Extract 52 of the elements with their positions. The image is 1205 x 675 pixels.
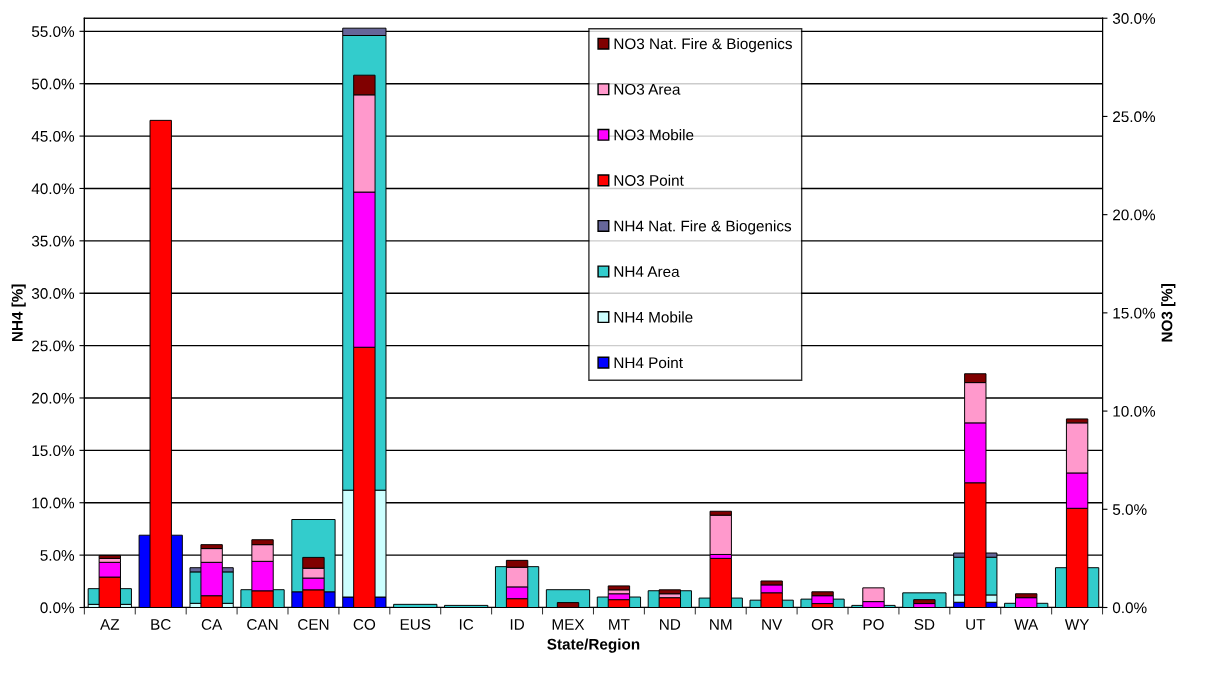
x-tick-label: NM bbox=[710, 619, 732, 630]
x-tick-label: IC bbox=[459, 619, 474, 630]
y-tick-label: 55.0% bbox=[31, 26, 75, 38]
y2-tick-label: 5.0% bbox=[1112, 504, 1147, 515]
x-tick-label: MEX bbox=[552, 619, 585, 630]
y-tick-label: 50.0% bbox=[31, 78, 75, 90]
y-axis-title: NH4 [%] bbox=[11, 284, 26, 342]
y-tick-label: 15.0% bbox=[32, 445, 75, 457]
x-tick-label: SD bbox=[914, 619, 935, 630]
legend-label: NH4 Nat. Fire & Biogenics bbox=[614, 220, 792, 235]
y2-tick-label: 10.0% bbox=[1113, 405, 1156, 417]
y-tick-label: 0.0% bbox=[40, 602, 75, 614]
legend-label: NH4 Area bbox=[614, 266, 680, 277]
x-tick-label: WA bbox=[1014, 619, 1039, 630]
x-tick-label: CAN bbox=[247, 619, 278, 630]
x-tick-label: CEN bbox=[298, 619, 329, 630]
x-tick-label: AZ bbox=[100, 619, 120, 630]
legend-label: NO3 Area bbox=[614, 83, 681, 95]
x-tick-label: CA bbox=[201, 619, 223, 630]
legend-label: NO3 Nat. Fire & Biogenics bbox=[614, 37, 792, 53]
y2-tick-label: 25.0% bbox=[1113, 111, 1156, 123]
y2-tick-label: 20.0% bbox=[1113, 209, 1156, 221]
y-tick-label: 40.0% bbox=[31, 183, 75, 195]
y-tick-label: 45.0% bbox=[31, 130, 75, 142]
bar bbox=[607, 585, 631, 591]
x-tick-label: NV bbox=[762, 619, 783, 630]
y-tick-label: 20.0% bbox=[32, 392, 75, 404]
legend-label: NO3 Mobile bbox=[614, 129, 694, 141]
y-tick-label: 25.0% bbox=[32, 340, 75, 352]
bar bbox=[913, 599, 936, 605]
y-tick-label: 10.0% bbox=[32, 497, 75, 509]
x-tick-label: PO bbox=[863, 619, 884, 630]
x-tick-label: CO bbox=[353, 619, 376, 630]
legend-label: NH4 Point bbox=[614, 356, 683, 369]
x-tick-label: EUS bbox=[400, 619, 431, 630]
x-tick-label: ID bbox=[510, 619, 524, 630]
y-tick-label: 35.0% bbox=[31, 235, 75, 247]
x-tick-label: MT bbox=[609, 619, 630, 630]
y-tick-label: 5.0% bbox=[40, 549, 75, 561]
legend-label: NH4 Mobile bbox=[614, 311, 693, 323]
y2-tick-label: 30.0% bbox=[1112, 13, 1156, 24]
x-tick-label: UT bbox=[966, 619, 986, 630]
y2-tick-label: 0.0% bbox=[1112, 602, 1147, 614]
legend-label: NO3 Point bbox=[614, 174, 684, 186]
y2-tick-label: 15.0% bbox=[1113, 307, 1156, 319]
y-tick-label: 30.0% bbox=[31, 288, 75, 299]
x-tick-label: BC bbox=[151, 619, 171, 630]
y2-axis-title: NO3 [%] bbox=[1161, 284, 1176, 342]
x-axis-title: State/Region bbox=[547, 638, 640, 653]
x-tick-label: WY bbox=[1064, 619, 1090, 630]
x-tick-label: OR bbox=[811, 619, 834, 630]
x-tick-label: ND bbox=[660, 619, 681, 630]
